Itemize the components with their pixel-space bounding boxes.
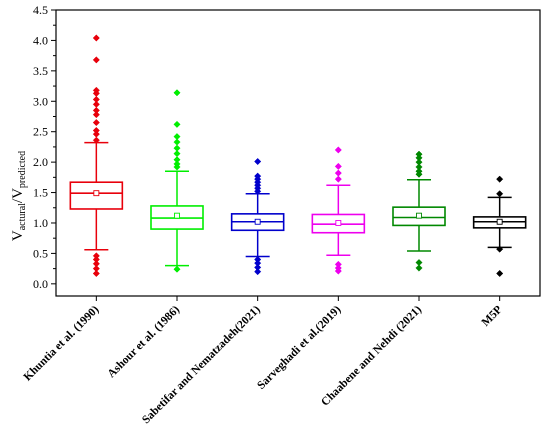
outlier-point (254, 187, 262, 195)
outlier-point (92, 56, 100, 64)
outlier-point (173, 150, 181, 158)
y-tick-label: 2.5 (33, 125, 48, 139)
outlier-point (92, 136, 100, 144)
mean-marker (174, 212, 180, 219)
outlier-point (496, 175, 504, 183)
y-tick-label: 4.5 (33, 3, 48, 17)
outlier-point (92, 269, 100, 278)
outlier-point (254, 268, 262, 276)
y-tick-label: 2.0 (33, 155, 48, 169)
outlier-point (415, 264, 423, 272)
svg-text:Vactural/Vpredicted: Vactural/Vpredicted (10, 151, 28, 241)
outlier-point (173, 120, 181, 128)
y-tick-label: 3.5 (33, 64, 48, 78)
outlier-point (92, 130, 100, 138)
box-iqr (392, 206, 446, 227)
y-axis-title: Vactural/Vpredicted (10, 151, 28, 241)
mean-marker (335, 220, 342, 226)
outlier-point (173, 163, 181, 171)
plot-frame (55, 9, 541, 297)
outlier-point (496, 190, 504, 198)
outlier-point (496, 245, 504, 253)
y-tick-label: 0.5 (33, 246, 48, 260)
outlier-point (334, 267, 342, 275)
outlier-point (254, 157, 262, 166)
outlier-point (334, 162, 342, 170)
outlier-point (415, 170, 423, 178)
outlier-point (496, 269, 504, 278)
y-tick-label: 1.5 (33, 186, 48, 200)
y-tick-label: 1.0 (33, 216, 48, 230)
outlier-point (334, 146, 342, 154)
outlier-point (334, 175, 342, 183)
box-iqr (69, 181, 124, 210)
outlier-point (92, 119, 100, 127)
x-category-label: Khuntia et al. (1990) (22, 304, 102, 384)
outlier-point (173, 89, 181, 97)
outlier-point (92, 34, 100, 42)
outlier-point (334, 169, 342, 177)
x-category-label: M5P (480, 304, 505, 329)
y-tick-label: 3.0 (33, 94, 48, 108)
mean-marker (93, 190, 100, 197)
outlier-point (92, 100, 100, 108)
y-tick-label: 0.0 (33, 277, 48, 291)
x-category-label: Ashour et al. (1986) (106, 304, 183, 381)
y-tick-label: 4.0 (33, 33, 48, 47)
mean-marker (496, 218, 503, 225)
outlier-point (173, 138, 181, 146)
outlier-point (173, 265, 181, 273)
mean-marker (254, 218, 261, 225)
mean-marker (416, 212, 422, 219)
outlier-point (92, 111, 100, 119)
x-category-label: Sarveghadi et al.(2019) (255, 304, 343, 392)
